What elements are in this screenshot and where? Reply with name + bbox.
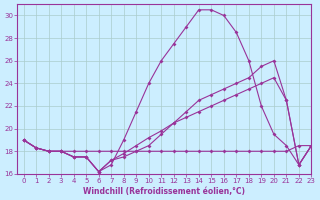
X-axis label: Windchill (Refroidissement éolien,°C): Windchill (Refroidissement éolien,°C) <box>84 187 245 196</box>
